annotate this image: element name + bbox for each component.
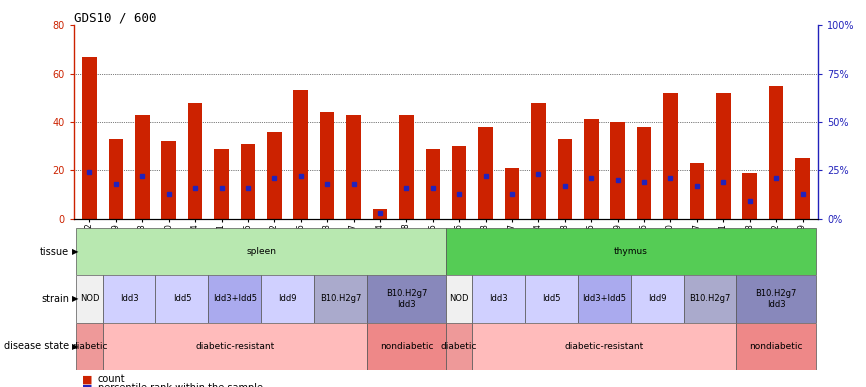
Bar xyxy=(558,139,572,219)
Bar xyxy=(795,158,810,219)
Bar xyxy=(769,86,784,219)
Text: disease state: disease state xyxy=(4,341,69,351)
Bar xyxy=(584,120,598,219)
Text: ■: ■ xyxy=(82,383,93,387)
Bar xyxy=(209,276,262,322)
Bar xyxy=(399,115,414,219)
Text: Idd3+Idd5: Idd3+Idd5 xyxy=(583,295,626,303)
Text: spleen: spleen xyxy=(246,247,276,256)
Text: B10.H2g7
Idd3: B10.H2g7 Idd3 xyxy=(385,289,427,309)
Text: NOD: NOD xyxy=(449,295,469,303)
Bar xyxy=(525,276,578,322)
Text: ▶: ▶ xyxy=(72,295,79,303)
Text: thymus: thymus xyxy=(614,247,648,256)
Bar xyxy=(446,228,816,276)
Text: ▶: ▶ xyxy=(72,342,79,351)
Bar xyxy=(367,276,446,322)
Text: Idd3: Idd3 xyxy=(120,295,139,303)
Bar xyxy=(446,322,472,370)
Bar xyxy=(346,115,361,219)
Bar xyxy=(135,115,150,219)
Bar xyxy=(156,276,209,322)
Text: diabetic: diabetic xyxy=(441,342,477,351)
Text: nondiabetic: nondiabetic xyxy=(379,342,433,351)
Bar xyxy=(188,103,203,219)
Bar xyxy=(630,276,683,322)
Bar xyxy=(103,276,156,322)
Text: B10.H2g7: B10.H2g7 xyxy=(689,295,731,303)
Text: Idd3+Idd5: Idd3+Idd5 xyxy=(213,295,256,303)
Bar xyxy=(262,276,314,322)
Bar xyxy=(367,322,446,370)
Bar xyxy=(267,132,281,219)
Text: Idd9: Idd9 xyxy=(278,295,297,303)
Bar xyxy=(320,112,334,219)
Bar xyxy=(683,276,736,322)
Bar xyxy=(505,168,520,219)
Bar xyxy=(82,57,97,219)
Text: nondiabetic: nondiabetic xyxy=(749,342,803,351)
Text: B10.H2g7
Idd3: B10.H2g7 Idd3 xyxy=(755,289,797,309)
Text: count: count xyxy=(98,374,126,384)
Text: tissue: tissue xyxy=(40,247,69,257)
Bar xyxy=(161,141,176,219)
Bar xyxy=(76,228,446,276)
Bar xyxy=(314,276,367,322)
Text: percentile rank within the sample: percentile rank within the sample xyxy=(98,383,263,387)
Text: NOD: NOD xyxy=(80,295,100,303)
Bar xyxy=(446,276,472,322)
Bar xyxy=(425,149,440,219)
Text: diabetic: diabetic xyxy=(71,342,107,351)
Text: Idd5: Idd5 xyxy=(542,295,561,303)
Bar xyxy=(742,173,757,219)
Text: strain: strain xyxy=(42,294,69,304)
Bar xyxy=(76,322,103,370)
Bar xyxy=(103,322,367,370)
Text: B10.H2g7: B10.H2g7 xyxy=(320,295,361,303)
Bar xyxy=(294,91,308,219)
Text: Idd3: Idd3 xyxy=(489,295,508,303)
Text: diabetic-resistant: diabetic-resistant xyxy=(195,342,275,351)
Bar xyxy=(578,276,630,322)
Bar xyxy=(736,276,816,322)
Bar xyxy=(241,144,255,219)
Bar xyxy=(531,103,546,219)
Bar xyxy=(637,127,651,219)
Bar xyxy=(663,93,678,219)
Bar xyxy=(452,146,467,219)
Bar xyxy=(689,163,704,219)
Text: ▶: ▶ xyxy=(72,247,79,256)
Bar xyxy=(472,322,736,370)
Text: GDS10 / 600: GDS10 / 600 xyxy=(74,12,156,25)
Bar xyxy=(716,93,731,219)
Bar xyxy=(472,276,525,322)
Bar xyxy=(611,122,625,219)
Bar xyxy=(108,139,123,219)
Bar xyxy=(76,276,103,322)
Text: Idd5: Idd5 xyxy=(172,295,191,303)
Bar xyxy=(372,209,387,219)
Text: diabetic-resistant: diabetic-resistant xyxy=(565,342,644,351)
Bar xyxy=(736,322,816,370)
Bar xyxy=(214,149,229,219)
Bar xyxy=(478,127,493,219)
Text: Idd9: Idd9 xyxy=(648,295,667,303)
Text: ■: ■ xyxy=(82,374,93,384)
